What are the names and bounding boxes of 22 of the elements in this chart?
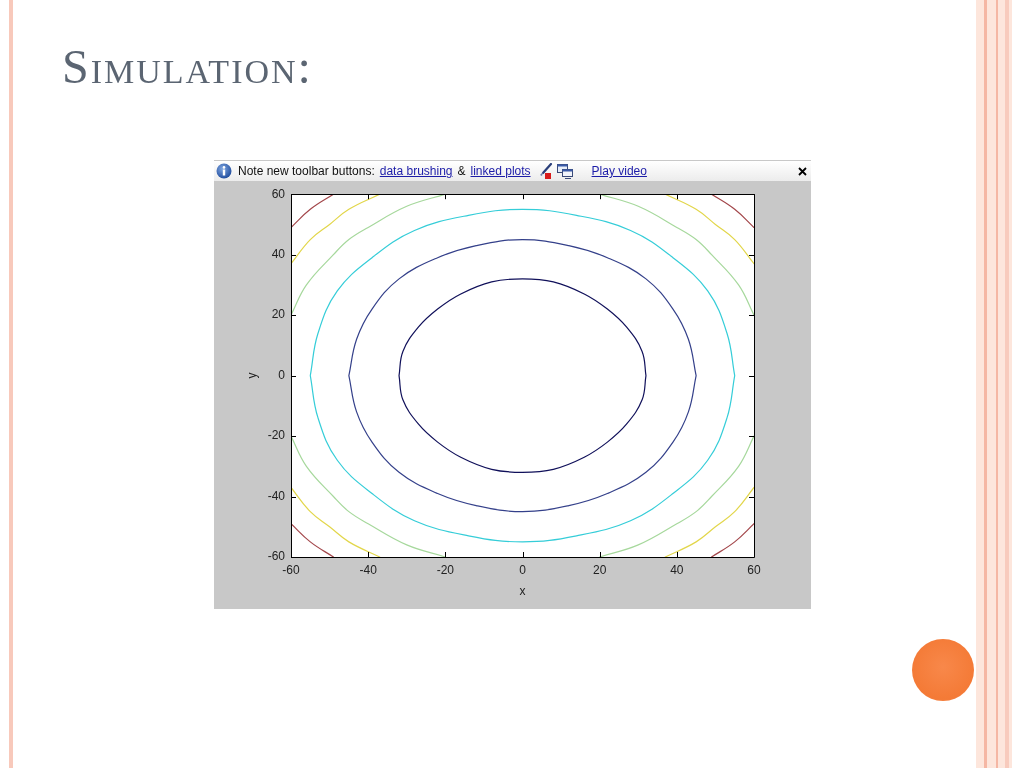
text: Note new toolbar buttons: bbox=[238, 164, 375, 178]
text: Play video bbox=[591, 164, 647, 178]
x-tick-label: 60 bbox=[747, 562, 761, 577]
y-tick-label: 40 bbox=[271, 246, 286, 261]
chart-title: Simulation: bbox=[62, 40, 313, 94]
y-tick-label: -60 bbox=[267, 549, 286, 564]
y-tick-label: 60 bbox=[271, 186, 286, 201]
x-tick-label: 0 bbox=[519, 562, 527, 577]
text: data brushing bbox=[379, 164, 453, 178]
y-tick-label: -40 bbox=[267, 488, 286, 503]
x-tick-label: -20 bbox=[436, 562, 455, 577]
y-tick-label: 20 bbox=[271, 307, 286, 322]
y-tick-label: -20 bbox=[267, 428, 286, 443]
text: & bbox=[457, 164, 466, 178]
x-tick-label: 20 bbox=[592, 562, 607, 577]
x-tick-label: -60 bbox=[282, 562, 300, 577]
x-axis-title: x bbox=[519, 584, 526, 599]
x-tick-label: 40 bbox=[670, 562, 684, 577]
y-tick-label: 0 bbox=[278, 367, 286, 382]
x-tick-label: -40 bbox=[359, 562, 378, 577]
y-axis-title: y bbox=[244, 372, 259, 379]
text: linked plots bbox=[470, 164, 531, 178]
